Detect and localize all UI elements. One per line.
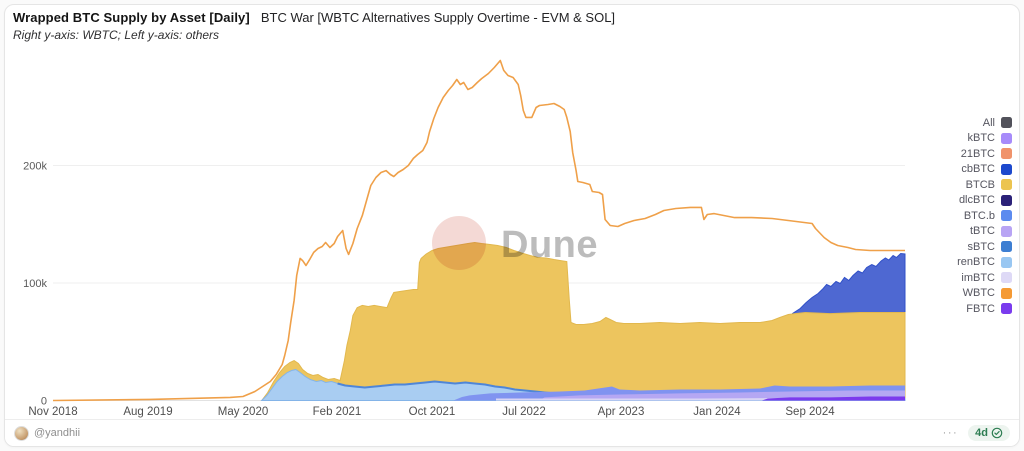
legend-swatch-sbtc-icon — [1001, 241, 1012, 252]
legend-label: imBTC — [961, 271, 995, 284]
legend-swatch-renbtc-icon — [1001, 256, 1012, 268]
legend-item-renbtc[interactable]: renBTC — [957, 256, 1012, 268]
x-tick-label: Feb 2021 — [313, 406, 362, 418]
legend-item-fbtc[interactable]: FBTC — [966, 302, 1012, 315]
legend-swatch-cbbtc-icon — [1001, 163, 1012, 175]
legend-item-tbtc[interactable]: tBTC — [969, 225, 1012, 237]
author-handle: @yandhii — [34, 427, 81, 439]
x-tick-label: May 2020 — [218, 406, 269, 418]
legend-label: BTC.b — [963, 209, 995, 222]
legend-label: renBTC — [957, 256, 995, 268]
x-axis: Nov 2018 Aug 2019 May 2020 Feb 2021 Oct 2021… — [28, 406, 835, 418]
x-tick-label: Apr 2023 — [598, 406, 645, 418]
series-wbtc-line — [52, 59, 905, 402]
series-sbtc-line — [337, 380, 573, 399]
legend-swatch-tbtc-icon — [1001, 225, 1012, 237]
legend-label: sBTC — [967, 240, 996, 253]
chart-title: Wrapped BTC Supply by Asset [Daily] — [13, 10, 250, 25]
legend-item-btcb[interactable]: BTCB — [965, 178, 1012, 191]
series-group — [52, 59, 906, 402]
legend-label: cbBTC — [961, 163, 995, 175]
legend-label: dlcBTC — [958, 194, 995, 206]
x-tick-label: Oct 2021 — [409, 406, 456, 418]
legend-item-sbtc[interactable]: sBTC — [967, 240, 1012, 253]
series-fbtc-area — [761, 396, 905, 401]
x-tick-label: Aug 2019 — [123, 406, 172, 418]
check-circle-icon — [991, 427, 1003, 439]
legend-item-btc-b[interactable]: BTC.b — [963, 209, 1012, 222]
legend-swatch-btcb-icon — [1001, 179, 1012, 190]
dune-logo-circle-icon — [432, 216, 486, 270]
x-tick-label: Jan 2024 — [693, 406, 741, 418]
chart-subtitle: BTC War [WBTC Alternatives Supply Overti… — [260, 10, 616, 25]
y-tick-label: 0 — [41, 396, 47, 408]
legend-item-all[interactable]: All — [982, 116, 1012, 129]
legend-label: BTCB — [965, 178, 995, 191]
footer-bar: @yandhii ··· 4d — [5, 419, 1019, 446]
y-tick-label: 200k — [23, 161, 47, 173]
legend-swatch-all-icon — [1001, 117, 1012, 128]
legend-label: WBTC — [962, 287, 995, 299]
more-options-button[interactable]: ··· — [942, 427, 959, 439]
legend-swatch-dlcbtc-icon — [1001, 194, 1012, 206]
author-link[interactable]: @yandhii — [14, 425, 81, 441]
author-avatar — [14, 425, 29, 441]
dune-watermark-text: Dune — [501, 224, 598, 266]
legend-swatch-fbtc-icon — [1001, 303, 1012, 314]
freshness-age: 4d — [975, 427, 988, 439]
legend-label: 21BTC — [960, 147, 995, 160]
legend-swatch-kbtc-icon — [1001, 132, 1012, 144]
x-tick-label: Sep 2024 — [785, 406, 835, 418]
legend-label: All — [982, 116, 995, 129]
legend-item-dlcbtc[interactable]: dlcBTC — [958, 194, 1012, 206]
legend-label: tBTC — [969, 225, 995, 237]
legend-swatch-21btc-icon — [1001, 148, 1012, 159]
chart-header: Wrapped BTC Supply by Asset [Daily] BTC … — [13, 10, 615, 42]
x-tick-label: Jul 2022 — [502, 406, 545, 418]
plot-area[interactable] — [53, 55, 905, 401]
dune-watermark: Dune — [432, 216, 598, 270]
x-tick-label: Nov 2018 — [28, 406, 77, 418]
legend-label: FBTC — [966, 302, 995, 315]
freshness-badge[interactable]: 4d — [968, 425, 1010, 441]
legend-item-imbtc[interactable]: imBTC — [961, 271, 1012, 284]
axis-note: Right y-axis: WBTC; Left y-axis: others — [13, 28, 220, 42]
legend-swatch-wbtc-icon — [1001, 287, 1012, 299]
legend-item-wbtc[interactable]: WBTC — [962, 287, 1012, 299]
legend-swatch-btc-b-icon — [1001, 210, 1012, 221]
legend-swatch-imbtc-icon — [1001, 272, 1012, 283]
y-tick-label: 100k — [23, 278, 47, 290]
legend-item-cbbtc[interactable]: cbBTC — [961, 163, 1012, 175]
legend: All kBTC 21BTC cbBTC BTCB dlcBTC BTC.b tBTC sBTC… — [957, 116, 1012, 315]
legend-label: kBTC — [967, 132, 996, 144]
legend-item-21btc[interactable]: 21BTC — [960, 147, 1012, 160]
legend-item-kbtc[interactable]: kBTC — [967, 132, 1012, 144]
